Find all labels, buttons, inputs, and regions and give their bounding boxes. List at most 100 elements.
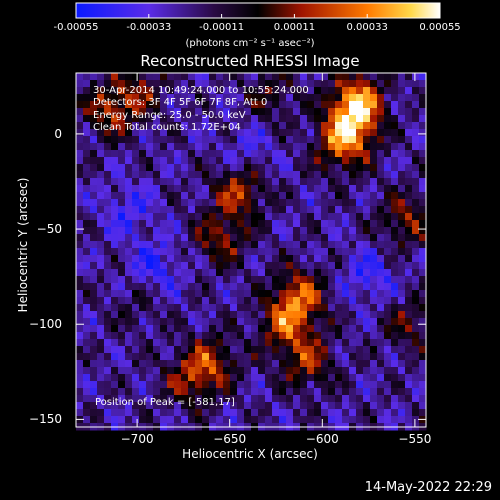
heatmap-cell	[335, 318, 343, 326]
heatmap-cell	[349, 164, 357, 172]
heatmap-cell	[244, 304, 252, 312]
heatmap-cell	[181, 325, 189, 333]
heatmap-cell	[363, 381, 371, 389]
heatmap-cell	[377, 108, 385, 116]
heatmap-cell	[111, 206, 119, 214]
heatmap-cell	[272, 332, 280, 340]
heatmap-cell	[188, 101, 196, 109]
heatmap-cell	[405, 283, 413, 291]
heatmap-cell	[216, 101, 224, 109]
heatmap-cell	[104, 164, 112, 172]
heatmap-cell	[356, 171, 364, 179]
heatmap-cell	[279, 395, 287, 403]
heatmap-cell	[104, 269, 112, 277]
heatmap-cell	[160, 353, 168, 361]
heatmap-cell	[223, 276, 231, 284]
heatmap-cell	[230, 367, 238, 375]
heatmap-cell	[111, 311, 119, 319]
heatmap-cell	[377, 332, 385, 340]
heatmap-cell	[160, 115, 168, 123]
heatmap-cell	[167, 122, 175, 130]
heatmap-cell	[356, 353, 364, 361]
heatmap-cell	[202, 199, 210, 207]
heatmap-cell	[321, 346, 329, 354]
heatmap-cell	[314, 290, 322, 298]
heatmap-cell	[251, 332, 259, 340]
heatmap-cell	[307, 143, 315, 151]
heatmap-cell	[272, 409, 280, 417]
heatmap-cell	[293, 94, 301, 102]
heatmap-cell	[314, 87, 322, 95]
heatmap-cell	[279, 416, 287, 424]
heatmap-cell	[370, 164, 378, 172]
heatmap-cell	[321, 402, 329, 410]
heatmap-cell	[97, 325, 105, 333]
heatmap-cell	[314, 276, 322, 284]
heatmap-cell	[83, 108, 91, 116]
heatmap-cell	[321, 395, 329, 403]
heatmap-cell	[412, 129, 420, 137]
heatmap-cell	[97, 318, 105, 326]
heatmap-cell	[76, 283, 84, 291]
heatmap-cell	[244, 367, 252, 375]
heatmap-cell	[349, 157, 357, 165]
heatmap-cell	[307, 73, 315, 81]
heatmap-cell	[398, 234, 406, 242]
heatmap-cell	[335, 409, 343, 417]
heatmap-cell	[342, 262, 350, 270]
heatmap-cell	[258, 283, 266, 291]
heatmap-cell	[286, 388, 294, 396]
heatmap-cell	[111, 388, 119, 396]
heatmap-cell	[391, 416, 399, 424]
heatmap-cell	[356, 290, 364, 298]
heatmap-cell	[83, 339, 91, 347]
heatmap-cell	[209, 122, 217, 130]
heatmap-cell	[384, 80, 392, 88]
heatmap-cell	[76, 178, 84, 186]
heatmap-cell	[265, 339, 273, 347]
heatmap-cell	[328, 122, 336, 130]
heatmap-cell	[167, 255, 175, 263]
heatmap-cell	[153, 269, 161, 277]
heatmap-cell	[125, 416, 133, 424]
heatmap-cell	[83, 164, 91, 172]
heatmap-cell	[167, 213, 175, 221]
heatmap-cell	[174, 325, 182, 333]
heatmap-cell	[307, 416, 315, 424]
heatmap-cell	[370, 150, 378, 158]
heatmap-cell	[132, 164, 140, 172]
heatmap-cell	[223, 136, 231, 144]
heatmap-cell	[384, 150, 392, 158]
heatmap-cell	[195, 416, 203, 424]
heatmap-cell	[160, 402, 168, 410]
heatmap-cell	[391, 213, 399, 221]
heatmap-cell	[118, 297, 126, 305]
heatmap-cell	[139, 381, 147, 389]
heatmap-cell	[111, 297, 119, 305]
heatmap-cell	[202, 108, 210, 116]
heatmap-cell	[139, 241, 147, 249]
heatmap-cell	[223, 269, 231, 277]
heatmap-cell	[356, 87, 364, 95]
heatmap-cell	[181, 304, 189, 312]
heatmap-cell	[202, 164, 210, 172]
heatmap-cell	[90, 87, 98, 95]
heatmap-cell	[174, 157, 182, 165]
heatmap-cell	[153, 374, 161, 382]
heatmap-cell	[307, 332, 315, 340]
heatmap-cell	[132, 241, 140, 249]
heatmap-cell	[209, 262, 217, 270]
heatmap-cell	[251, 108, 259, 116]
heatmap-cell	[300, 213, 308, 221]
heatmap-cell	[181, 262, 189, 270]
heatmap-cell	[202, 185, 210, 193]
heatmap-cell	[384, 367, 392, 375]
heatmap-cell	[279, 136, 287, 144]
heatmap-cell	[405, 255, 413, 263]
heatmap-cell	[419, 80, 427, 88]
heatmap-cell	[356, 325, 364, 333]
heatmap-cell	[132, 269, 140, 277]
heatmap-cell	[377, 73, 385, 81]
heatmap-cell	[202, 248, 210, 256]
heatmap-cell	[314, 157, 322, 165]
